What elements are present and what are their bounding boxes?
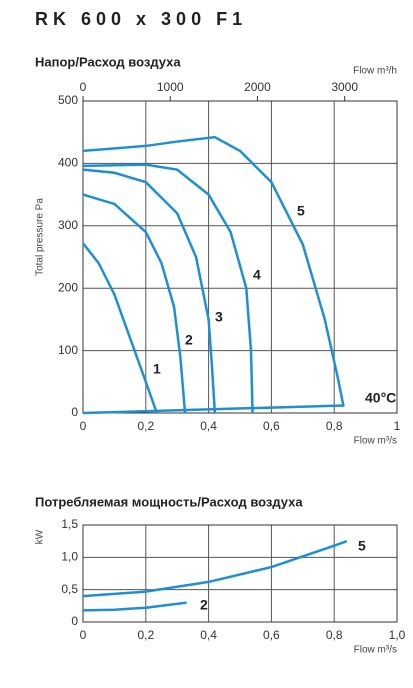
- series-line: [82, 168, 217, 414]
- x-tick-label: 1,0: [389, 628, 406, 642]
- y-tick-label: 1,5: [61, 517, 78, 531]
- x-tick-label: 0,2: [137, 628, 154, 642]
- x-tick-label: 0,8: [326, 628, 343, 642]
- x-tick-label: 0,4: [200, 628, 217, 642]
- y-tick-label: 500: [58, 93, 78, 107]
- series-label: 2: [200, 597, 208, 613]
- y-tick-label: 0: [71, 614, 78, 628]
- y-axis-label: kW: [35, 529, 46, 544]
- y-tick-label: 200: [58, 280, 78, 294]
- x-tick-label: 0,2: [137, 419, 154, 433]
- series-line: [82, 242, 158, 414]
- series-label: 1: [153, 361, 161, 377]
- x2-tick-label: 0: [80, 80, 87, 94]
- x-tick-label: 0,4: [200, 419, 217, 433]
- series-line: [82, 135, 345, 408]
- plot-frame: [82, 100, 398, 414]
- series-line: [82, 163, 254, 414]
- page-title: RK 600 x 300 F1: [35, 9, 247, 29]
- x2-axis-label: Flow m³/h: [353, 66, 397, 77]
- y-tick-label: 0: [71, 405, 78, 419]
- x-axis-label: Flow m³/s: [354, 436, 397, 447]
- x2-tick-label: 1000: [157, 80, 184, 94]
- series-label: 4: [253, 267, 261, 283]
- series-line: [82, 193, 187, 414]
- series-line: [82, 404, 344, 415]
- x-tick-label: 0,6: [263, 628, 280, 642]
- series-line: [82, 539, 348, 598]
- x-tick-label: 0: [80, 419, 87, 433]
- series-label: 5: [358, 538, 366, 554]
- x-tick-label: 1: [394, 419, 401, 433]
- x-tick-label: 0,8: [326, 419, 343, 433]
- x2-tick-label: 2000: [244, 80, 271, 94]
- y-axis-label: Total pressure Pa: [35, 198, 46, 276]
- y-tick-label: 1,0: [61, 550, 78, 564]
- series-label: 40°C: [365, 390, 396, 406]
- y-tick-label: 400: [58, 156, 78, 170]
- y-tick-label: 100: [58, 343, 78, 357]
- y-tick-label: 0,5: [61, 582, 78, 596]
- chart-title: Напор/Расход воздуха: [35, 54, 181, 69]
- x-tick-label: 0,6: [263, 419, 280, 433]
- series-label: 5: [297, 203, 305, 219]
- series-label: 3: [215, 309, 223, 325]
- x2-tick-label: 3000: [331, 80, 358, 94]
- series-label: 2: [185, 332, 193, 348]
- y-tick-label: 300: [58, 218, 78, 232]
- chart-title: Потребляемая мощность/Расход воздуха: [35, 494, 303, 509]
- plot-frame: [82, 524, 398, 623]
- x-tick-label: 0: [80, 628, 87, 642]
- x-axis-label: Flow m³/s: [354, 645, 397, 656]
- series-line: [82, 601, 187, 612]
